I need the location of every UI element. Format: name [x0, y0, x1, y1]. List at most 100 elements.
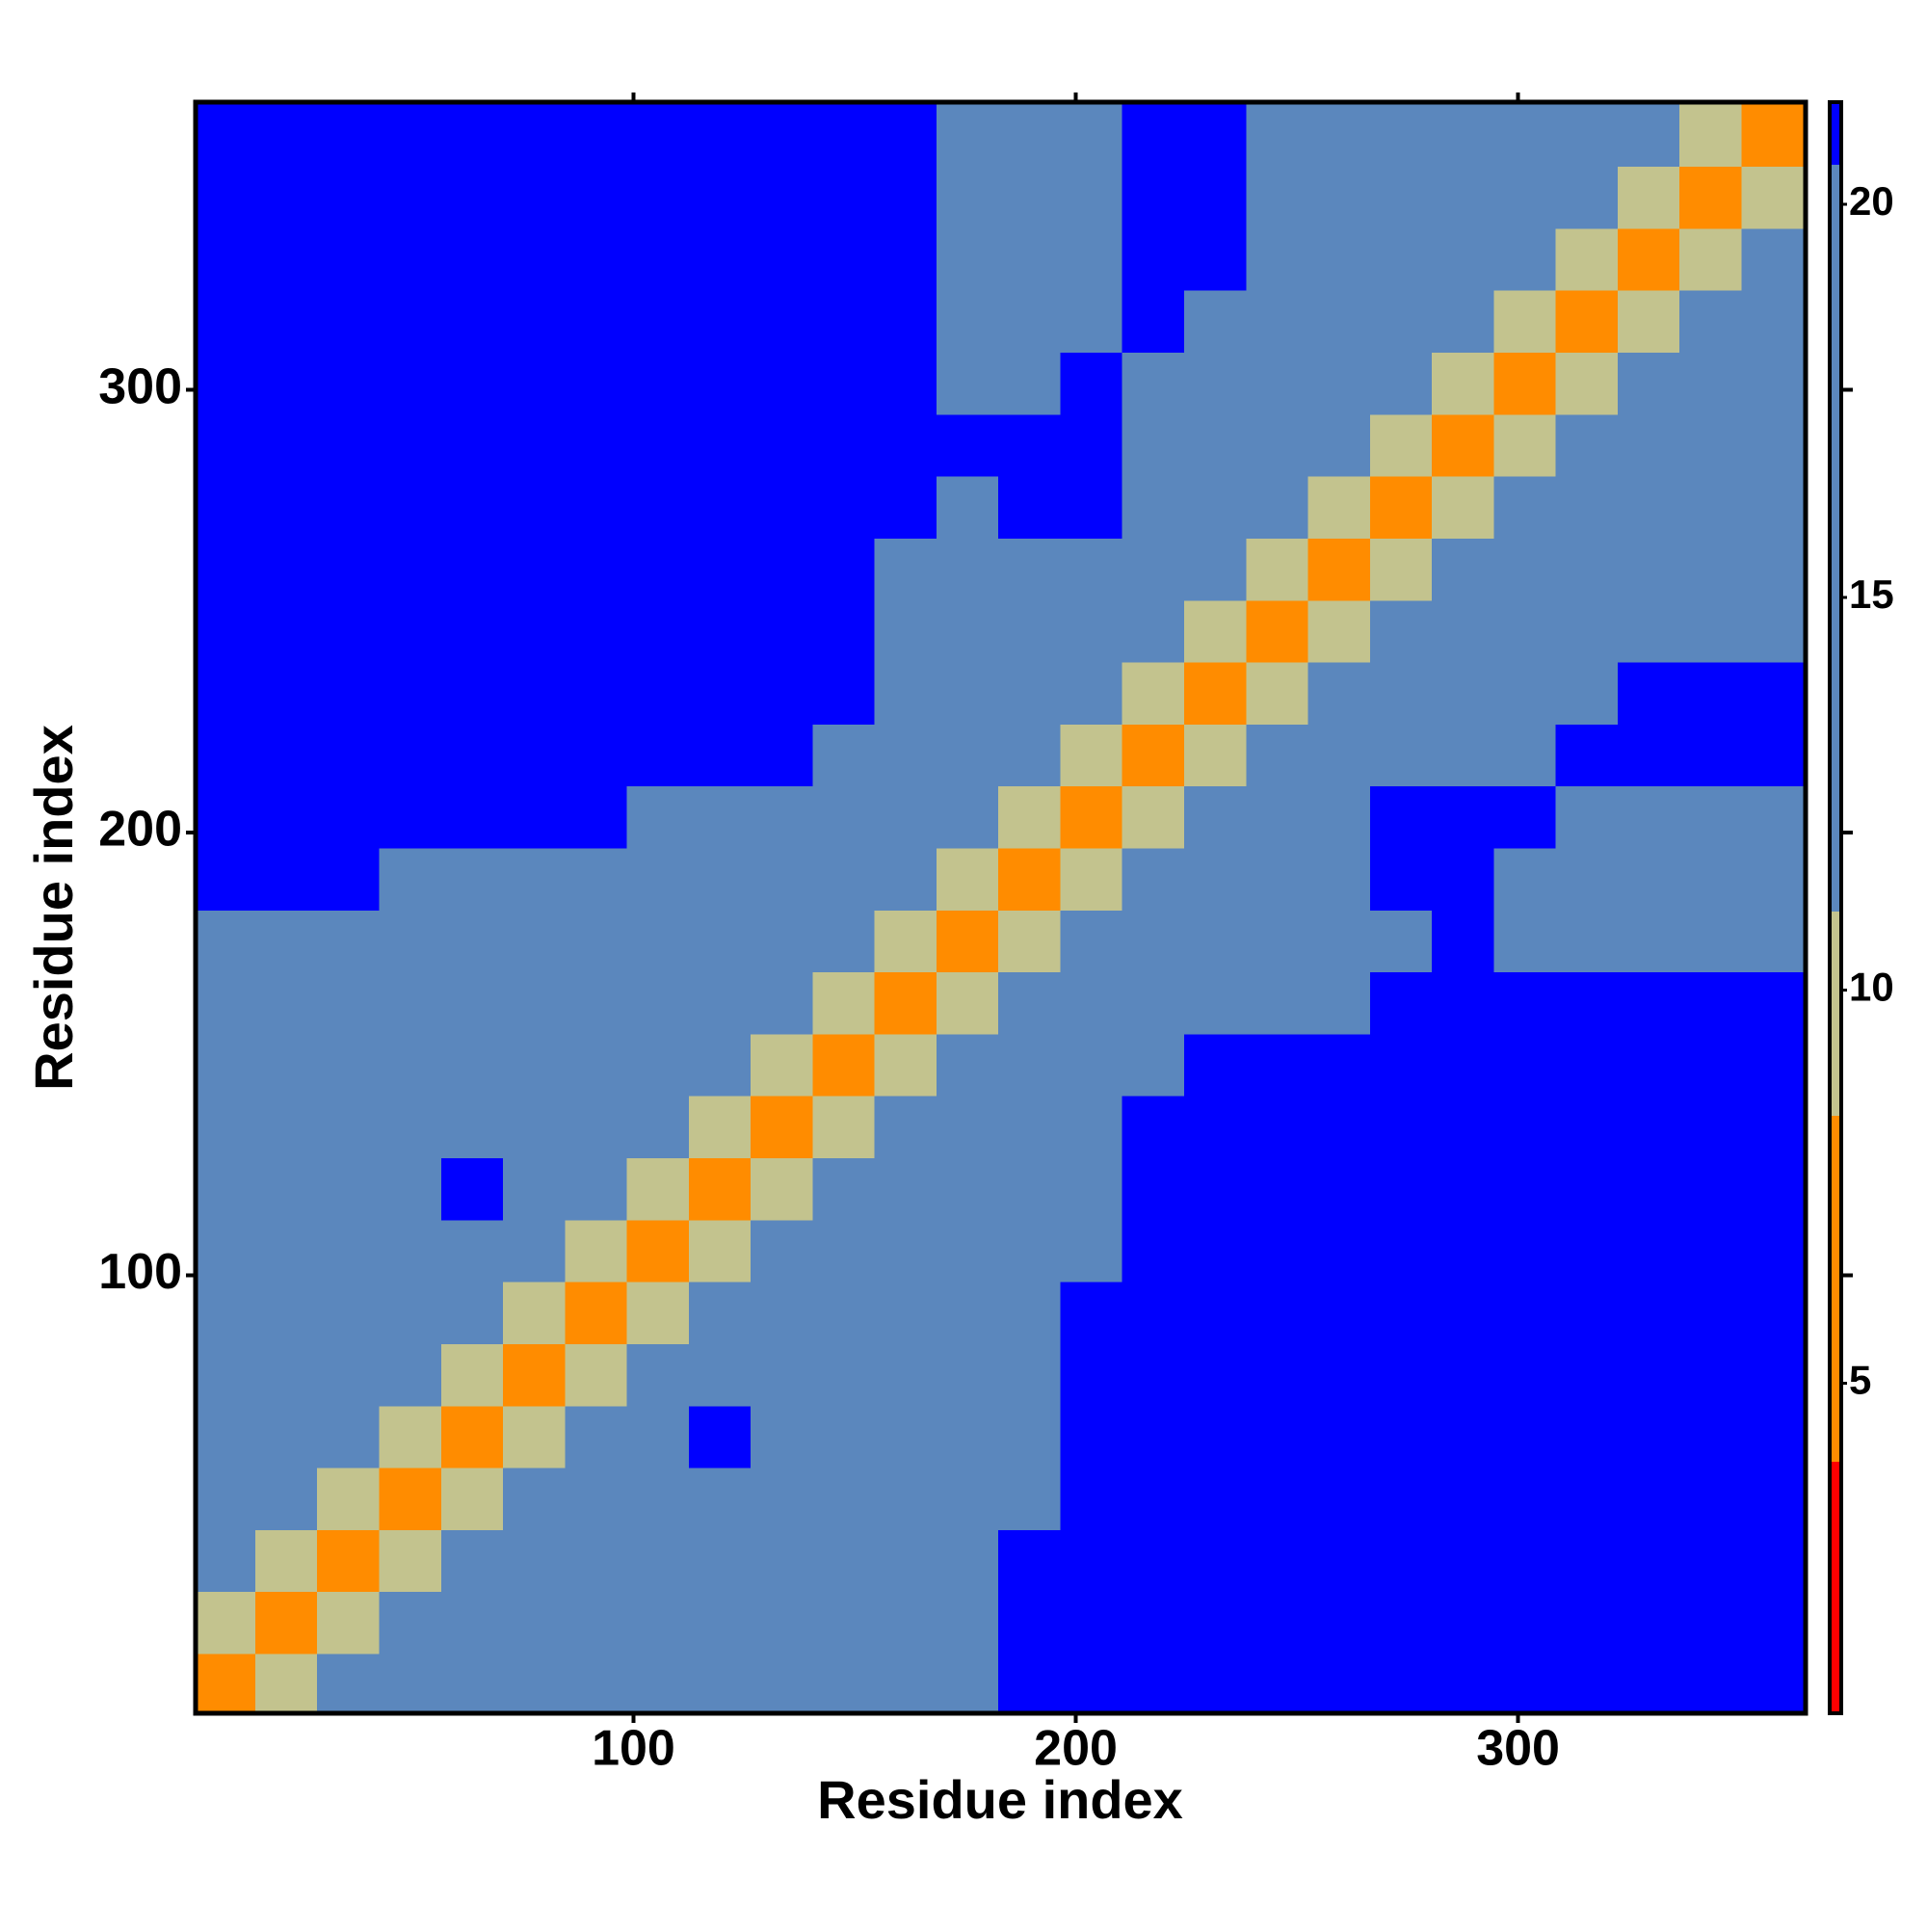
heatmap-cell — [998, 1529, 1061, 1593]
heatmap-cell — [503, 1157, 566, 1221]
heatmap-cell — [379, 662, 442, 725]
heatmap-cell — [1369, 1282, 1433, 1344]
heatmap-cell — [1184, 1591, 1247, 1654]
heatmap-cell — [1679, 971, 1742, 1035]
heatmap-cell — [626, 662, 690, 725]
heatmap-cell — [440, 847, 504, 911]
heatmap-cell — [1555, 290, 1619, 354]
heatmap-cell — [1060, 413, 1123, 477]
heatmap-cell — [626, 847, 690, 911]
heatmap-cell — [751, 476, 813, 539]
heatmap-cell — [688, 1033, 752, 1097]
heatmap-cell — [1679, 724, 1742, 787]
heatmap-cell — [565, 476, 628, 539]
heatmap-cell — [1555, 1282, 1619, 1344]
heatmap-cell — [626, 290, 690, 354]
heatmap-cell — [1555, 1591, 1619, 1654]
heatmap-cell — [1060, 166, 1123, 229]
heatmap-cell — [565, 1653, 628, 1713]
heatmap-cell — [1246, 166, 1309, 229]
heatmap-cell — [317, 599, 381, 663]
heatmap-cell — [317, 785, 381, 849]
heatmap-cell — [1679, 1653, 1742, 1713]
heatmap-cell — [1741, 724, 1805, 787]
heatmap-cell — [1060, 1219, 1123, 1283]
heatmap-cell — [1122, 1219, 1185, 1283]
heatmap-cell — [317, 1468, 381, 1530]
heatmap-cell — [1555, 910, 1619, 973]
heatmap-cell — [626, 1219, 690, 1283]
heatmap-cell — [751, 1282, 813, 1344]
heatmap-cell — [503, 413, 566, 477]
heatmap-cell — [1246, 104, 1309, 168]
heatmap-cell — [626, 599, 690, 663]
heatmap-cell — [379, 1343, 442, 1407]
colorbar-tick-label: 5 — [1849, 1358, 1871, 1403]
heatmap-cell — [688, 1219, 752, 1283]
heatmap-cell — [998, 413, 1061, 477]
heatmap-cell — [254, 971, 318, 1035]
heatmap-cell — [1060, 599, 1123, 663]
heatmap-cell — [503, 971, 566, 1035]
heatmap-cell — [998, 1282, 1061, 1344]
heatmap-cell — [1307, 1343, 1371, 1407]
heatmap-cell — [688, 166, 752, 229]
heatmap-cell — [196, 662, 256, 725]
heatmap-cell — [998, 910, 1061, 973]
y-tick-label: 300 — [98, 358, 182, 414]
heatmap-cell — [1493, 476, 1557, 539]
heatmap-cell — [1369, 290, 1433, 354]
heatmap-cell — [1246, 413, 1309, 477]
heatmap-cell — [1432, 227, 1494, 291]
heatmap-cell — [503, 1529, 566, 1593]
heatmap-cell — [1184, 413, 1247, 477]
heatmap-cell — [440, 1653, 504, 1713]
heatmap-cell — [688, 227, 752, 291]
heatmap-cell — [1369, 1157, 1433, 1221]
heatmap-cell — [1555, 1468, 1619, 1530]
heatmap-cell — [565, 724, 628, 787]
heatmap-cell — [1741, 227, 1805, 291]
heatmap-cell — [751, 1591, 813, 1654]
heatmap-cell — [196, 1157, 256, 1221]
heatmap-cell — [1432, 1157, 1494, 1221]
heatmap-cell — [1493, 1033, 1557, 1097]
heatmap-cell — [317, 847, 381, 911]
heatmap-cell — [688, 971, 752, 1035]
heatmap-cell — [998, 1096, 1061, 1159]
heatmap-cell — [1432, 413, 1494, 477]
heatmap-cell — [688, 910, 752, 973]
heatmap-cell — [254, 1468, 318, 1530]
heatmap-cell — [936, 599, 999, 663]
heatmap-cell — [196, 538, 256, 601]
heatmap-cell — [874, 1529, 937, 1593]
heatmap-cell — [1307, 847, 1371, 911]
heatmap-cell — [1307, 1405, 1371, 1469]
heatmap-cell — [1307, 413, 1371, 477]
heatmap-cell — [1246, 847, 1309, 911]
heatmap-cell — [626, 785, 690, 849]
heatmap-cell — [1555, 971, 1619, 1035]
colorbar-segment — [1830, 1116, 1841, 1463]
heatmap-cell — [626, 476, 690, 539]
heatmap-cell — [317, 352, 381, 415]
heatmap-cell — [440, 910, 504, 973]
heatmap-cell — [1679, 227, 1742, 291]
heatmap-cell — [1122, 724, 1185, 787]
heatmap-cell — [626, 538, 690, 601]
heatmap-cell — [688, 476, 752, 539]
heatmap-cell — [1432, 538, 1494, 601]
heatmap-cell — [1493, 538, 1557, 601]
heatmap-cell — [874, 1096, 937, 1159]
heatmap-cell — [1432, 847, 1494, 911]
heatmap-cell — [1060, 847, 1123, 911]
heatmap-cell — [1369, 662, 1433, 725]
heatmap-cell — [1741, 1529, 1805, 1593]
heatmap-cell — [1122, 166, 1185, 229]
heatmap-cell — [998, 1591, 1061, 1654]
heatmap-cell — [1246, 1653, 1309, 1713]
heatmap-cell — [440, 599, 504, 663]
heatmap-cell — [1493, 166, 1557, 229]
heatmap-cell — [1060, 662, 1123, 725]
heatmap-cell — [565, 1343, 628, 1407]
